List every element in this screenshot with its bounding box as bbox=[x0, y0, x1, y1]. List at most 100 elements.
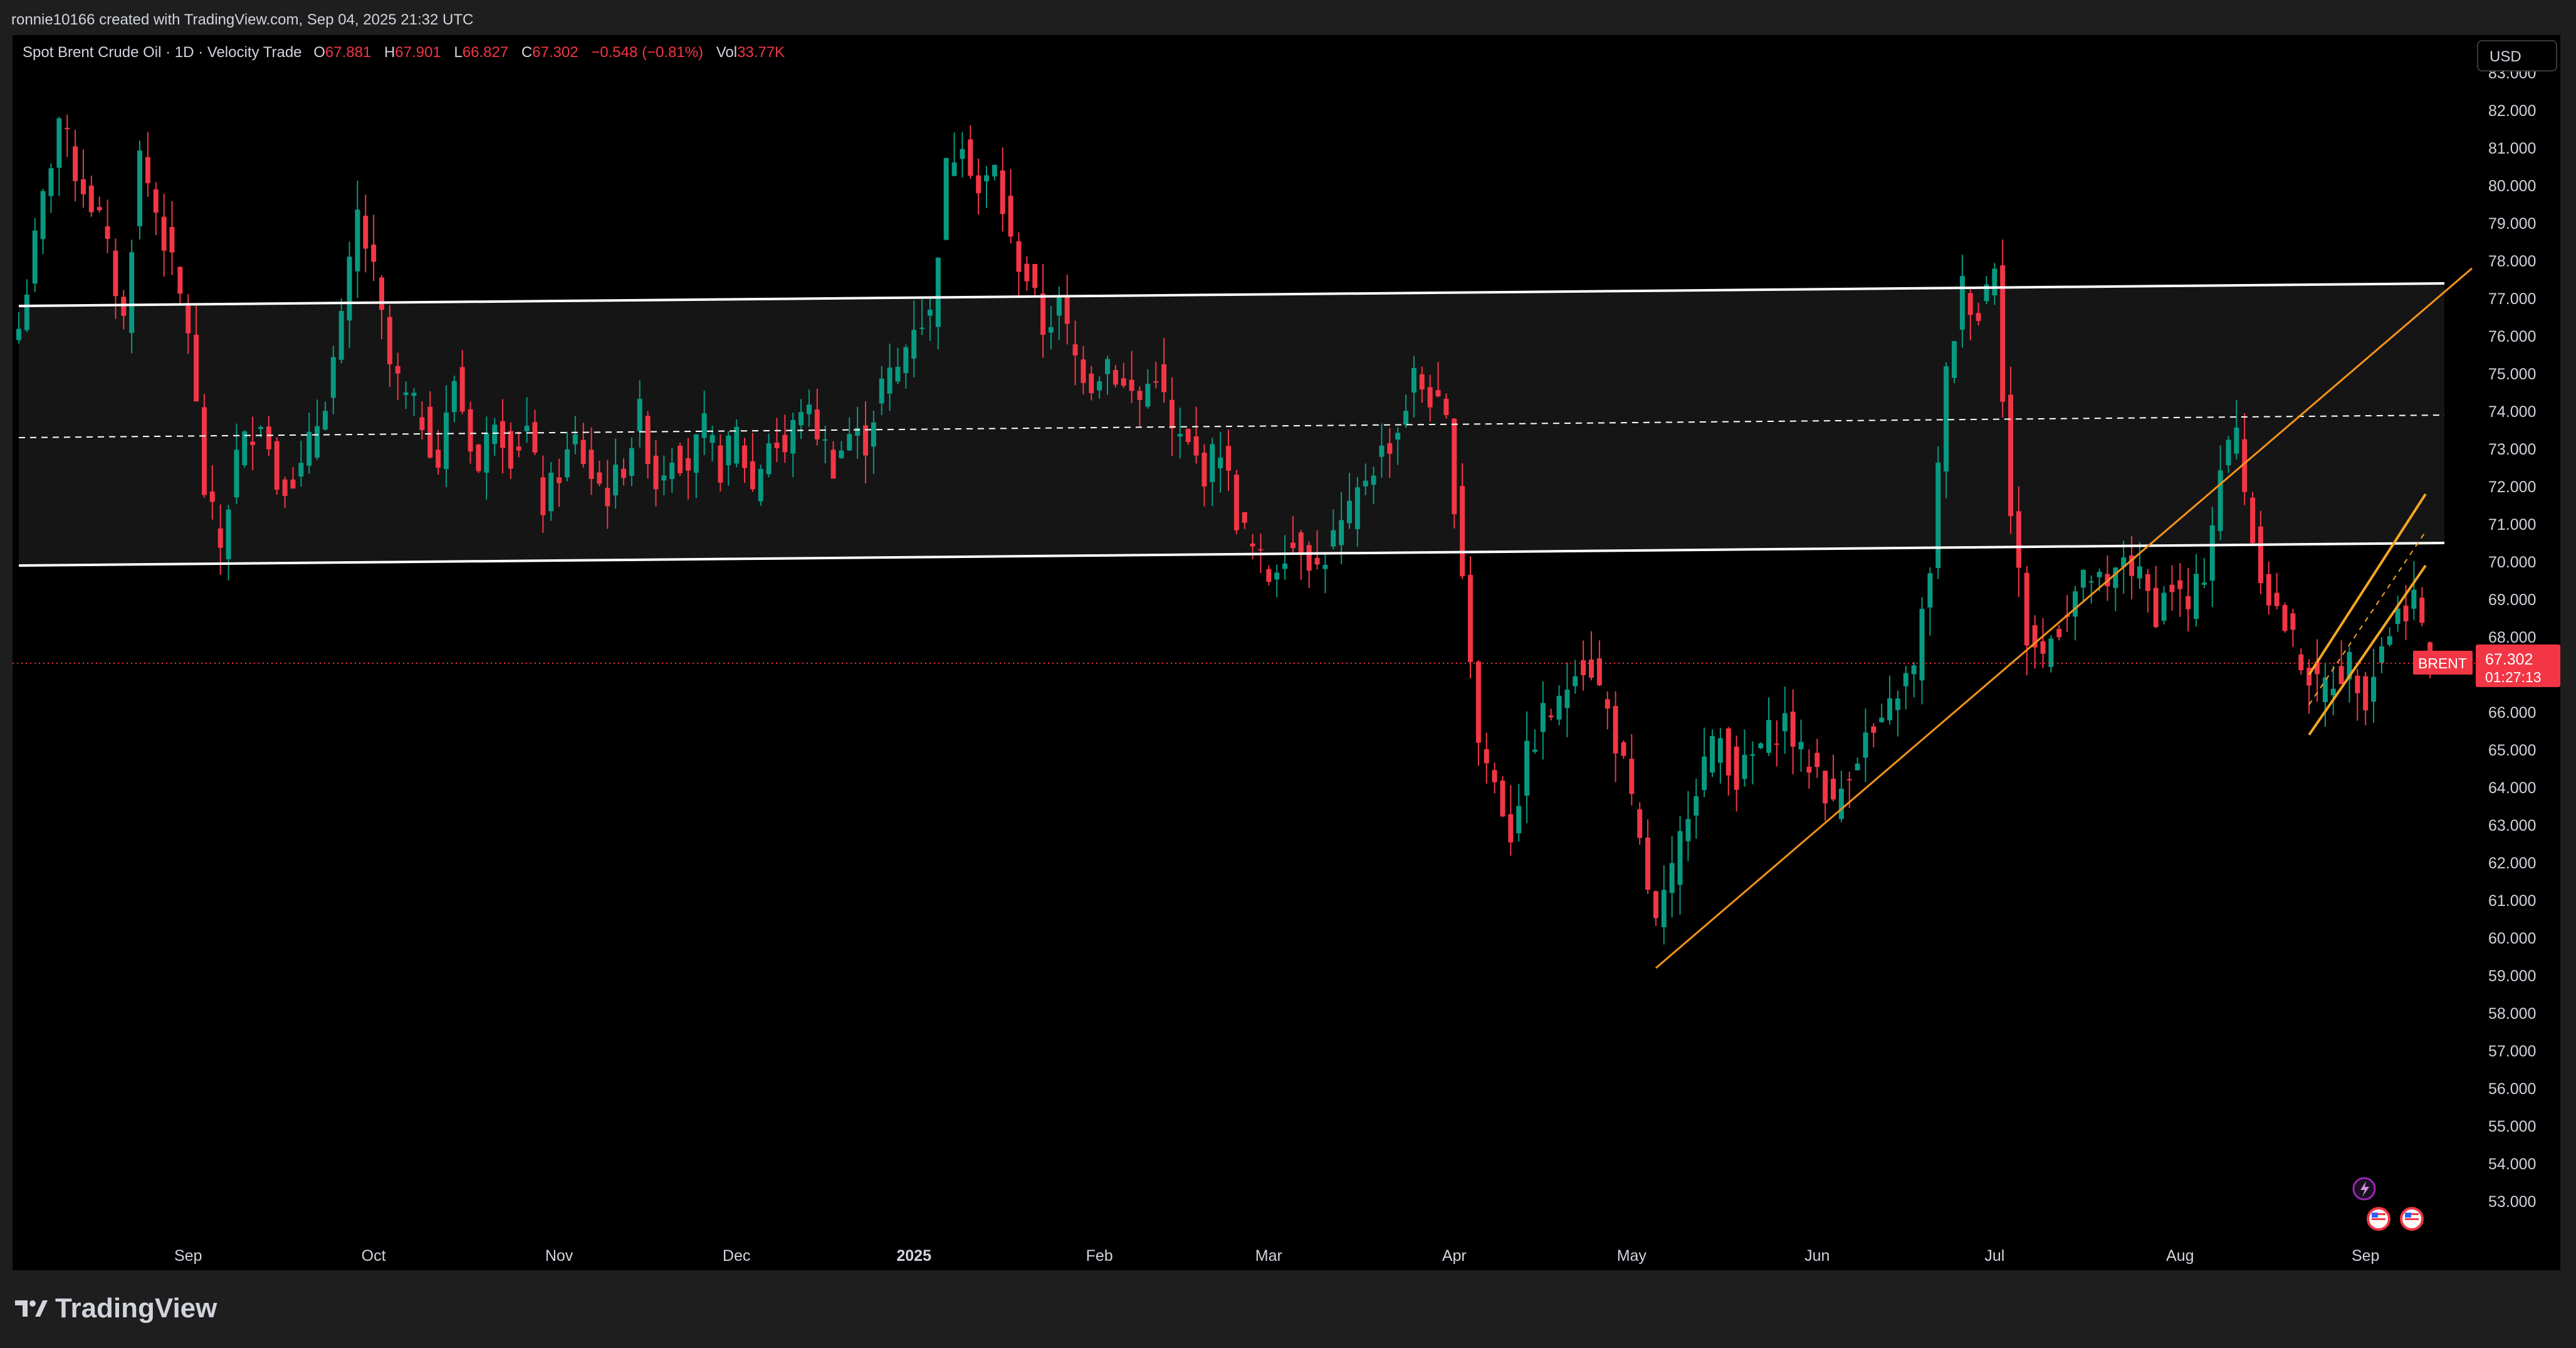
orange-trendline[interactable] bbox=[1655, 267, 2473, 969]
candle-body bbox=[2121, 557, 2127, 567]
channel-mid-line[interactable] bbox=[2308, 531, 2426, 705]
x-tick-label: Mar bbox=[1255, 1247, 1282, 1265]
candle-body bbox=[290, 479, 296, 489]
candle-body bbox=[2330, 688, 2336, 695]
x-tick-label: Apr bbox=[1442, 1247, 1467, 1265]
candle-body bbox=[226, 509, 231, 559]
candle-body bbox=[2000, 265, 2006, 402]
candle-body bbox=[1750, 754, 1756, 756]
candle-body bbox=[2266, 574, 2271, 606]
candle-body bbox=[589, 450, 594, 479]
channel-lower-line[interactable] bbox=[2308, 564, 2427, 736]
candle-body bbox=[1944, 366, 1949, 471]
y-tick-label: 74.000 bbox=[2488, 403, 2536, 421]
candle-body bbox=[65, 127, 70, 129]
open-value: 67.881 bbox=[325, 44, 372, 61]
candle-body bbox=[1210, 444, 1215, 482]
y-tick-label: 68.000 bbox=[2488, 629, 2536, 646]
candle-body bbox=[653, 455, 659, 490]
candle-body bbox=[822, 439, 828, 441]
candle-body bbox=[847, 434, 852, 451]
candle-body bbox=[129, 252, 135, 333]
y-tick-label: 53.000 bbox=[2488, 1193, 2536, 1211]
candle-body bbox=[1581, 660, 1586, 675]
y-tick-label: 56.000 bbox=[2488, 1080, 2536, 1098]
candle-body bbox=[2234, 427, 2239, 454]
candle-body bbox=[1218, 457, 1223, 468]
candle-body bbox=[524, 426, 530, 431]
candle-body bbox=[1774, 743, 1779, 745]
candle-body bbox=[177, 266, 183, 294]
candle-body bbox=[1484, 749, 1489, 764]
candle-body bbox=[1460, 486, 1465, 577]
candle-body bbox=[621, 468, 626, 478]
volume-label: Vol bbox=[716, 44, 738, 61]
candle-body bbox=[1846, 779, 1852, 781]
y-tick-label: 77.000 bbox=[2488, 290, 2536, 308]
candle-body bbox=[451, 381, 457, 413]
candle-body bbox=[1475, 661, 1481, 743]
candle-body bbox=[1516, 806, 1522, 834]
candle-body bbox=[105, 226, 110, 239]
tradingview-logo[interactable]: TradingView bbox=[14, 1293, 217, 1324]
range-mid-line[interactable] bbox=[18, 414, 2445, 438]
x-tick-label: Jun bbox=[1804, 1247, 1830, 1265]
candle-body bbox=[121, 297, 127, 316]
candle-body bbox=[411, 392, 417, 396]
candle-body bbox=[2129, 555, 2135, 576]
currency-selector[interactable]: USD bbox=[2477, 40, 2557, 71]
candle-body bbox=[1113, 370, 1118, 385]
candle-body bbox=[338, 311, 344, 360]
candle-body bbox=[282, 479, 288, 496]
candle-body bbox=[2298, 654, 2304, 670]
chart-area[interactable]: 53.000 54.000 55.000 56.000 57.000 58.000 59.0… bbox=[13, 35, 2560, 1270]
candle-body bbox=[97, 207, 102, 211]
candle-body bbox=[508, 431, 513, 469]
candle-body bbox=[1508, 814, 1514, 843]
candle-body bbox=[2347, 651, 2352, 680]
candle-body bbox=[2209, 525, 2215, 581]
candle-body bbox=[250, 441, 256, 445]
candle-body bbox=[1879, 717, 1885, 722]
range-bottom-line[interactable] bbox=[18, 542, 2445, 567]
candle-body bbox=[1395, 433, 1401, 440]
channel-upper-line[interactable] bbox=[2308, 493, 2427, 676]
candle-body bbox=[1702, 756, 1707, 791]
candle-body bbox=[597, 472, 602, 484]
candle-body bbox=[750, 461, 755, 490]
candle-body bbox=[500, 421, 505, 448]
candle-body bbox=[2161, 592, 2167, 621]
candle-body bbox=[387, 317, 392, 365]
price-chart[interactable]: 53.000 54.000 55.000 56.000 57.000 58.000 59.0… bbox=[13, 35, 2560, 1270]
candle-body bbox=[48, 168, 54, 196]
candle-body bbox=[839, 450, 844, 458]
x-tick-label: Nov bbox=[545, 1247, 573, 1265]
candle-body bbox=[766, 443, 772, 475]
candle-body bbox=[1347, 500, 1352, 524]
candle-body bbox=[516, 446, 521, 451]
candle-body bbox=[2217, 470, 2223, 532]
candle-body bbox=[1790, 712, 1796, 747]
candle-body bbox=[774, 442, 780, 448]
range-top-line[interactable] bbox=[18, 282, 2445, 307]
candle-body bbox=[1725, 728, 1731, 776]
candle-body bbox=[782, 434, 788, 453]
candle-body bbox=[1282, 563, 1288, 569]
y-tick-label: 76.000 bbox=[2488, 328, 2536, 345]
candle-body bbox=[371, 245, 377, 262]
candle-body bbox=[2226, 440, 2231, 466]
candle-body bbox=[1935, 462, 1941, 569]
candle-body bbox=[1339, 520, 1344, 545]
candle-body bbox=[1669, 863, 1675, 893]
candle-body bbox=[1967, 293, 1973, 315]
open-label: O bbox=[313, 44, 325, 61]
candle-body bbox=[2306, 667, 2312, 686]
candle-body bbox=[2250, 497, 2256, 544]
candle-body bbox=[1645, 838, 1651, 890]
candle-body bbox=[790, 420, 796, 454]
candle-body bbox=[1331, 530, 1336, 547]
candle-body bbox=[2274, 592, 2280, 606]
candle-body bbox=[830, 450, 836, 479]
candle-body bbox=[1242, 512, 1247, 523]
candle-body bbox=[911, 330, 917, 359]
